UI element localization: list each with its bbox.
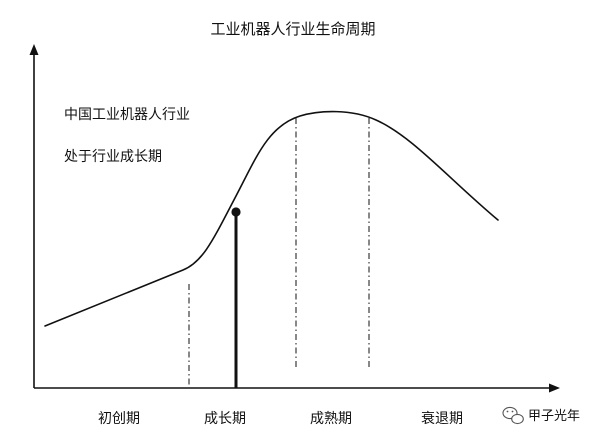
annotation-line-1: 中国工业机器人行业 [64, 107, 190, 123]
current-stage-marker [231, 207, 241, 388]
stage-label-mature: 成熟期 [310, 411, 352, 427]
wechat-icon [502, 406, 524, 425]
stage-label-growth: 成长期 [204, 411, 246, 427]
axes [29, 44, 560, 393]
watermark-text: 甲子光年 [528, 409, 580, 424]
y-axis-arrow [29, 44, 39, 55]
diagram-title: 工业机器人行业生命周期 [210, 20, 375, 38]
annotation-line-2: 处于行业成长期 [64, 149, 162, 165]
stage-dividers [188, 118, 370, 388]
current-stage-marker-dot [231, 207, 241, 217]
stage-labels: 初创期 成长期 成熟期 衰退期 [98, 410, 463, 427]
x-axis-arrow [549, 383, 560, 393]
life-cycle-curve [44, 110, 499, 327]
stage-label-seed: 初创期 [98, 410, 140, 427]
stage-label-decline: 衰退期 [421, 410, 463, 427]
watermark: 甲子光年 [502, 406, 580, 425]
